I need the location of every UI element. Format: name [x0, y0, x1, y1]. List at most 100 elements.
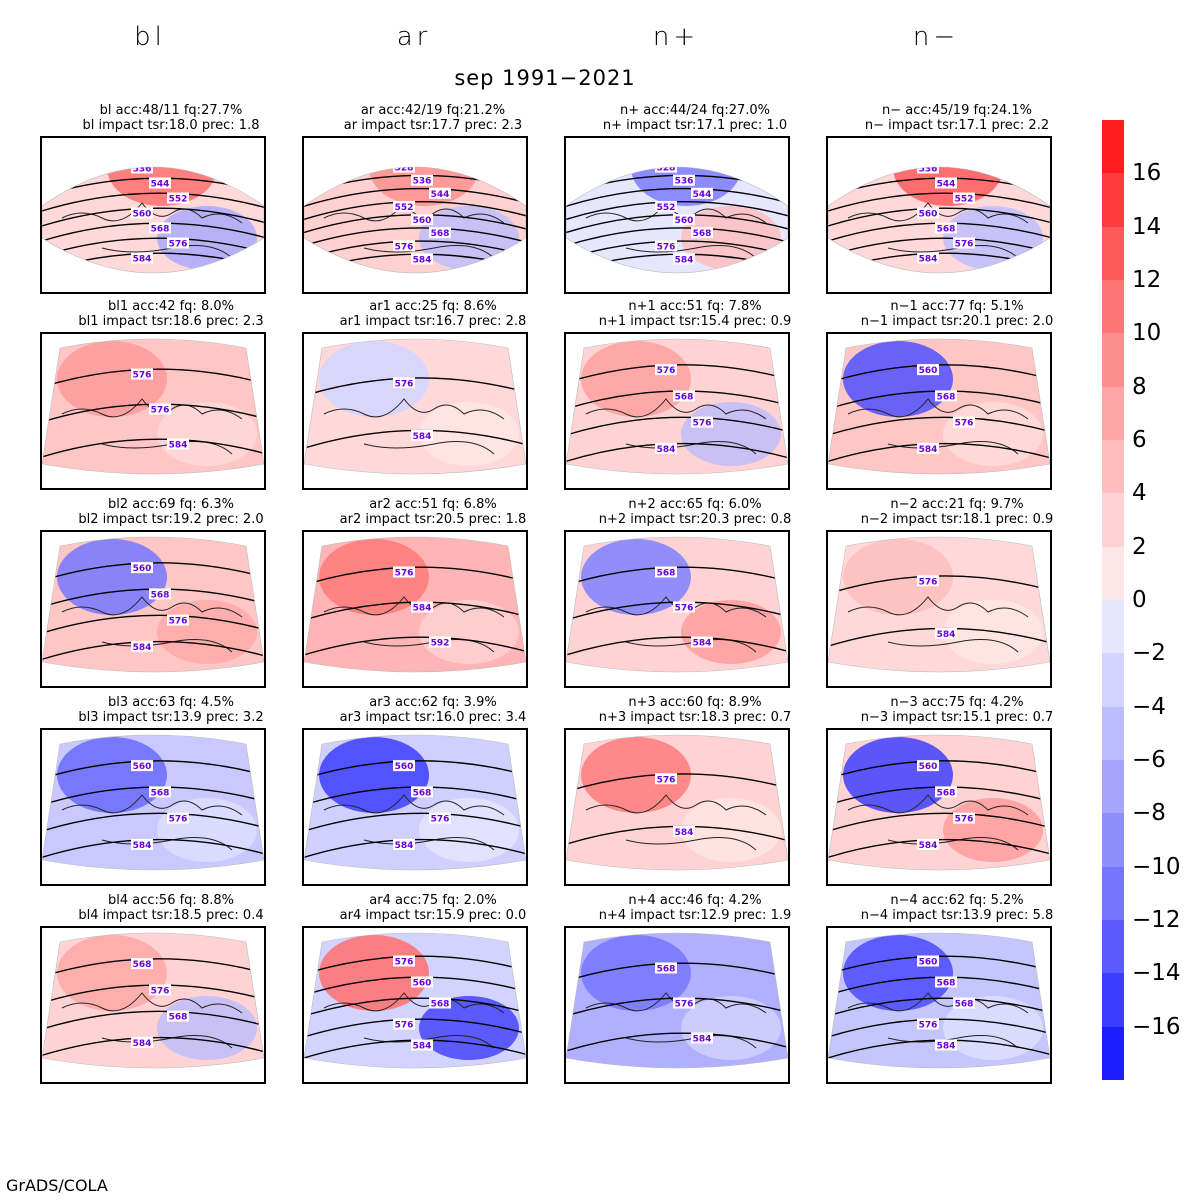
contour-label-bg	[917, 760, 939, 772]
colorbar-tick-label: −4	[1132, 693, 1166, 720]
panel-impact: n+1 impact tsr:15.4 prec: 0.9	[598, 314, 792, 329]
contour-label-bg	[655, 200, 677, 212]
contour-label: 584	[675, 255, 694, 265]
panel-impact: bl3 impact tsr:13.9 prec: 3.2	[78, 710, 264, 725]
map-frame: 536 544 552 560 568 576 584	[826, 136, 1052, 294]
contour-label: 576	[395, 958, 414, 968]
contour-label-bg	[935, 222, 957, 234]
contour-label-bg	[167, 192, 189, 204]
map-outline	[566, 536, 788, 673]
contour-label-bg	[393, 760, 415, 772]
column-header-nminus: n−	[912, 22, 960, 52]
map-frame: 576 584	[826, 530, 1052, 688]
contour-line	[828, 575, 1050, 596]
contour-label: 568	[955, 1000, 974, 1010]
contour-line	[304, 812, 526, 834]
anomaly-map: 576 584	[828, 536, 1050, 673]
contour-label: 560	[919, 762, 938, 772]
contour-label-bg	[691, 187, 713, 199]
contour-label-bg	[655, 364, 677, 376]
map-frame: 576 560 568 576 584	[302, 926, 528, 1084]
column-header-nplus: n+	[652, 22, 700, 52]
contour-label: 528	[657, 164, 676, 174]
map-frame: 560 568 576 584	[826, 728, 1052, 886]
contour-label: 584	[413, 604, 432, 614]
contour-label-bg	[655, 442, 677, 454]
colorbar-tick-label: −6	[1132, 747, 1166, 773]
contour-label-bg	[393, 240, 415, 252]
map-panel: ar2 acc:51 fq: 6.8% ar2 impact tsr:20.5 p…	[302, 498, 564, 688]
contour-label: 576	[657, 366, 676, 376]
map-panel: n+2 acc:65 fq: 6.0% n+2 impact tsr:20.3 p…	[564, 498, 826, 688]
colorbar-tick-label: 0	[1132, 587, 1147, 613]
contour-label: 584	[133, 255, 152, 265]
anomaly-core	[57, 539, 167, 615]
contour-line	[42, 640, 264, 662]
contour-label: 560	[413, 216, 432, 226]
contour-line	[304, 760, 526, 781]
colorbar-segment	[1102, 173, 1124, 228]
coastline	[585, 794, 767, 851]
contour-label: 576	[151, 406, 170, 416]
contour-line	[304, 227, 526, 248]
anomaly-secondary	[419, 600, 519, 664]
panel-title: n− acc:45/19 fq:24.1%	[881, 103, 1032, 118]
map-panel: bl acc:48/11 fq:27.7% bl impact tsr:18.0 …	[40, 104, 302, 294]
contour-line	[566, 416, 788, 438]
contour-line	[828, 838, 1050, 860]
map-frame: 536 544 552 560 568 576 584	[40, 136, 266, 294]
colorbar-segment	[1102, 600, 1124, 654]
colorbar-tick-label: −10	[1132, 853, 1181, 880]
contour-label: 544	[431, 190, 450, 200]
panel-impact: bl impact tsr:18.0 prec: 1.8	[82, 118, 260, 133]
panel-impact: ar4 impact tsr:15.9 prec: 0.0	[339, 908, 527, 923]
contour-label: 584	[919, 841, 938, 851]
contour-label: 584	[169, 441, 188, 451]
contour-line	[566, 364, 788, 385]
contour-label: 576	[151, 986, 170, 996]
map-panel: n+ acc:44/24 fq:27.0% n+ impact tsr:17.1 …	[564, 104, 826, 294]
colorbar-segment	[1102, 546, 1124, 601]
panel-impact: n+ impact tsr:17.1 prec: 1.0	[602, 118, 788, 133]
map-panel: n+1 acc:51 fq: 7.8% n+1 impact tsr:15.4 p…	[564, 300, 826, 490]
contour-label: 576	[133, 371, 152, 381]
contour-label: 584	[133, 1039, 152, 1049]
map-outline	[828, 734, 1050, 871]
contour-label-bg	[673, 214, 695, 226]
colorbar-tick-label: 12	[1132, 267, 1162, 293]
anomaly-map: 576 568 576 584	[566, 338, 788, 475]
contour-label-bg	[393, 1018, 415, 1030]
anomaly-map: 536 544 552 560 568 576 584	[828, 166, 1050, 274]
anomaly-map: 536 544 552 560 568 576 584	[42, 166, 264, 274]
contour-label-bg	[393, 955, 415, 967]
contour-label-bg	[673, 825, 695, 837]
contour-label: 576	[675, 1000, 694, 1010]
panel-title: bl2 acc:69 fq: 6.3%	[108, 497, 234, 512]
panel-impact: n−2 impact tsr:18.1 prec: 0.9	[860, 512, 1054, 527]
colorbar-segment	[1102, 280, 1124, 334]
contour-label: 568	[151, 225, 170, 235]
contour-label: 552	[169, 195, 188, 205]
contour-line	[42, 614, 264, 636]
contour-line	[566, 200, 788, 222]
contour-label-bg	[655, 773, 677, 785]
panel-title: bl3 acc:63 fq: 4.5%	[108, 695, 234, 710]
contour-line	[42, 237, 264, 259]
anomaly-core	[319, 341, 429, 417]
map-frame: 568 576 584	[564, 530, 790, 688]
contour-label-bg	[935, 786, 957, 798]
contour-label-bg	[691, 1032, 713, 1044]
contour-label: 584	[693, 639, 712, 649]
colorbar-tick-label: 2	[1132, 533, 1147, 560]
contour-line	[828, 192, 1050, 214]
contour-label-bg	[131, 1036, 153, 1048]
contour-label: 584	[413, 1042, 432, 1052]
contour-label-bg	[429, 997, 451, 1009]
contour-label: 544	[693, 190, 712, 200]
contour-label-bg	[393, 377, 415, 389]
contour-label: 560	[919, 958, 938, 968]
panel-impact: n− impact tsr:17.1 prec: 2.2	[864, 118, 1050, 133]
contour-label-bg	[917, 955, 939, 967]
anomaly-core	[319, 935, 429, 1011]
anomaly-core	[893, 167, 1003, 206]
